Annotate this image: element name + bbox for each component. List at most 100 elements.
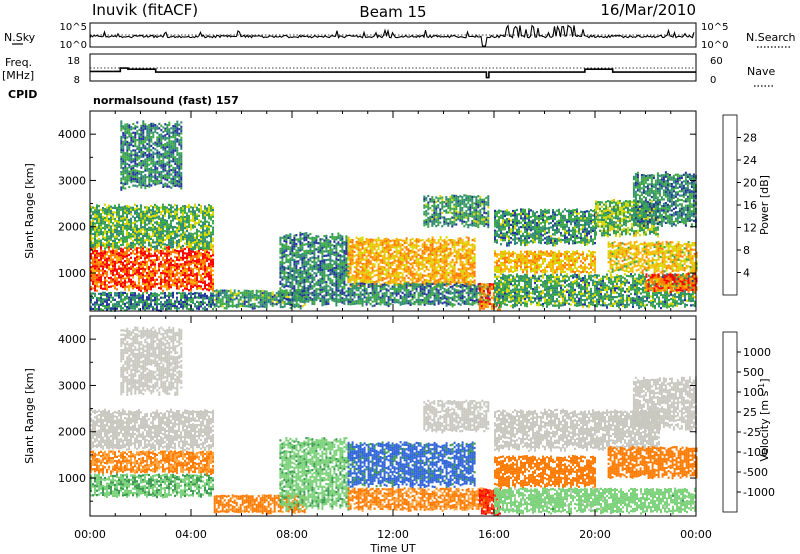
data-cell xyxy=(158,258,160,261)
data-cell xyxy=(172,230,174,233)
data-cell xyxy=(196,230,198,234)
data-cell xyxy=(407,254,410,258)
data-cell xyxy=(423,256,426,260)
data-cell xyxy=(381,266,384,269)
data-cell xyxy=(100,230,102,233)
data-cell xyxy=(104,227,106,230)
data-cell xyxy=(150,125,153,128)
data-cell xyxy=(100,247,102,250)
data-cell xyxy=(110,210,112,213)
data-cell xyxy=(202,217,204,220)
data-cell xyxy=(144,210,146,213)
data-cell xyxy=(385,244,388,247)
data-cell xyxy=(98,272,100,275)
data-cell xyxy=(196,235,198,238)
data-cell xyxy=(353,281,356,284)
data-cell xyxy=(399,271,402,274)
data-cell xyxy=(423,270,426,273)
data-cell xyxy=(134,296,136,299)
data-cell xyxy=(104,203,106,206)
data-cell xyxy=(152,182,155,185)
data-cell xyxy=(146,234,148,237)
data-cell xyxy=(126,231,128,234)
data-cell xyxy=(307,258,310,261)
data-cell xyxy=(329,249,332,252)
data-cell xyxy=(140,129,143,132)
data-cell xyxy=(124,176,127,179)
data-cell xyxy=(198,203,200,206)
data-cell xyxy=(164,272,166,275)
data-cell xyxy=(132,271,134,275)
data-cell xyxy=(144,206,146,209)
data-cell xyxy=(365,246,368,249)
data-cell xyxy=(279,291,282,294)
data-cell xyxy=(160,263,162,266)
data-cell xyxy=(397,245,400,248)
data-cell xyxy=(156,212,158,215)
data-cell xyxy=(285,247,288,250)
data-cell xyxy=(142,303,144,306)
data-cell xyxy=(385,239,388,242)
data-cell xyxy=(126,151,129,154)
data-cell xyxy=(110,245,112,248)
data-cell xyxy=(345,241,348,245)
data-cell xyxy=(331,281,334,284)
data-cell xyxy=(208,305,210,308)
data-cell xyxy=(212,299,214,302)
data-cell xyxy=(168,283,170,286)
data-cell xyxy=(116,246,118,249)
data-cell xyxy=(158,206,160,209)
data-cell xyxy=(259,296,262,299)
data-cell xyxy=(120,124,123,127)
data-cell xyxy=(437,263,440,266)
data-cell xyxy=(124,251,126,254)
data-cell xyxy=(425,257,428,260)
data-cell xyxy=(188,232,190,235)
data-cell xyxy=(120,285,122,288)
data-cell xyxy=(210,231,212,234)
data-cell xyxy=(162,236,164,239)
data-cell xyxy=(144,221,146,224)
data-cell xyxy=(90,227,92,231)
data-cell xyxy=(176,129,179,132)
data-cell xyxy=(210,283,212,286)
data-cell xyxy=(219,300,222,303)
data-cell xyxy=(172,294,174,297)
data-cell xyxy=(100,287,102,290)
data-cell xyxy=(206,266,208,269)
data-cell xyxy=(170,186,173,189)
data-cell xyxy=(178,276,180,279)
data-cell xyxy=(188,280,190,283)
data-cell xyxy=(309,274,312,277)
data-cell xyxy=(112,235,114,238)
data-cell xyxy=(158,153,161,156)
data-cell xyxy=(383,255,386,258)
data-cell xyxy=(349,249,352,252)
data-cell xyxy=(279,238,282,242)
data-cell xyxy=(90,288,92,291)
data-cell xyxy=(140,155,143,158)
data-cell xyxy=(271,304,274,307)
data-cell xyxy=(373,239,376,242)
data-cell xyxy=(359,279,362,282)
data-cell xyxy=(92,219,94,222)
data-cell xyxy=(184,285,186,288)
data-cell xyxy=(353,277,356,280)
data-cell xyxy=(194,210,196,213)
data-cell xyxy=(136,207,138,210)
data-cell xyxy=(124,172,127,175)
data-cell xyxy=(182,300,184,304)
data-cell xyxy=(150,263,152,267)
data-cell xyxy=(126,285,128,288)
data-cell xyxy=(361,240,364,244)
data-cell xyxy=(172,171,175,174)
data-cell xyxy=(140,186,143,189)
data-cell xyxy=(367,271,370,274)
data-cell xyxy=(140,243,142,247)
data-cell xyxy=(441,246,444,249)
data-cell xyxy=(162,305,164,308)
data-cell xyxy=(92,213,94,216)
data-cell xyxy=(190,289,192,292)
data-cell xyxy=(180,121,183,124)
data-cell xyxy=(154,278,156,281)
